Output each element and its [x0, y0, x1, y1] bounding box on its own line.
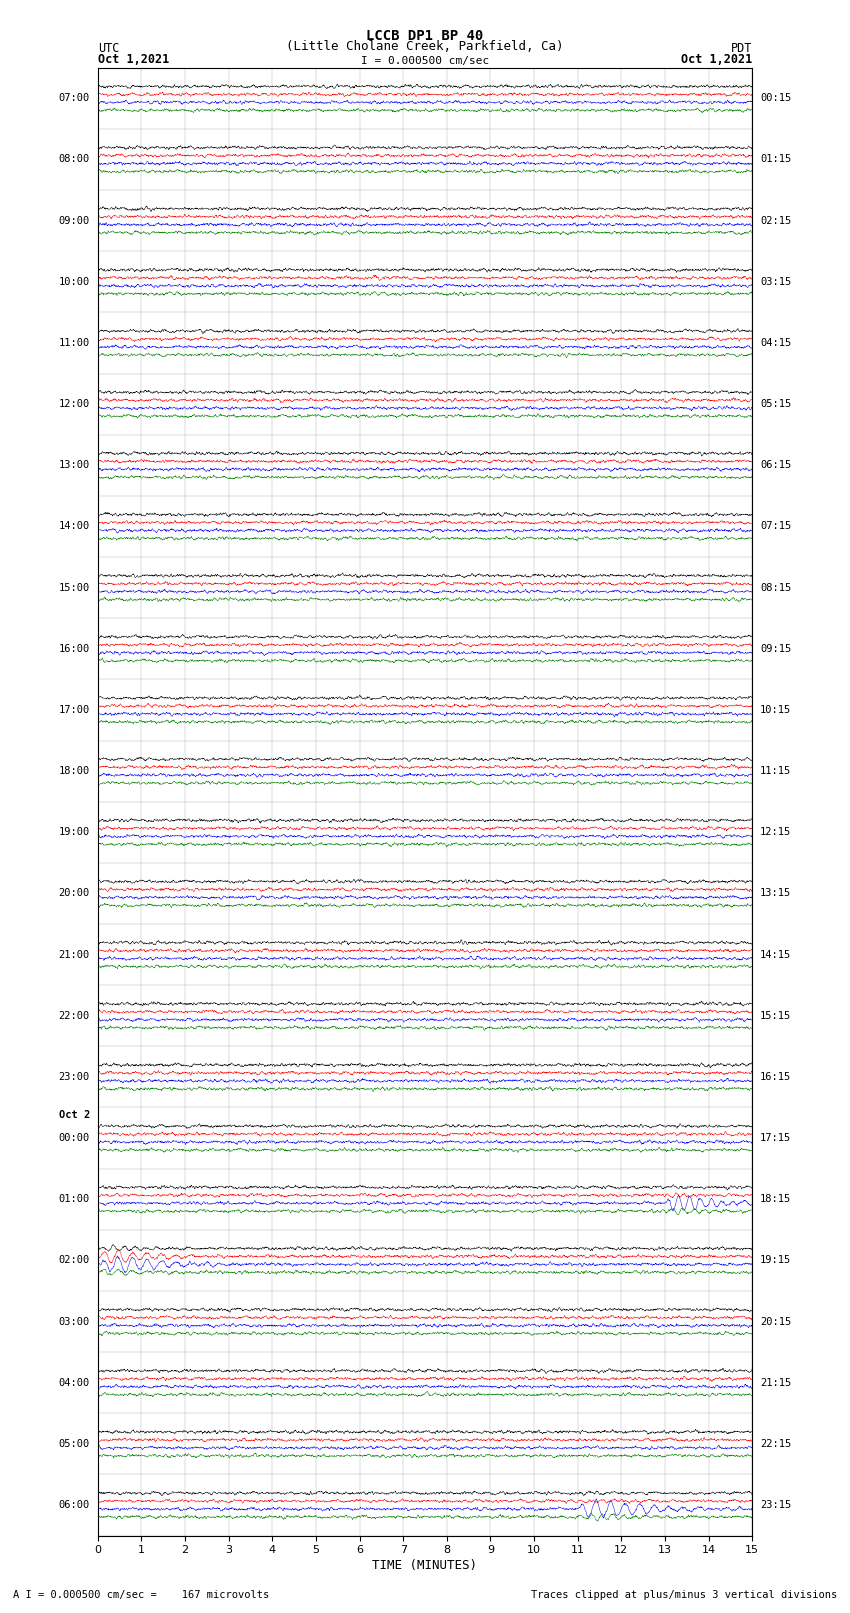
Text: 13:00: 13:00: [59, 460, 90, 471]
Text: 01:00: 01:00: [59, 1194, 90, 1205]
Text: 11:00: 11:00: [59, 339, 90, 348]
Text: 16:00: 16:00: [59, 644, 90, 653]
Text: 11:15: 11:15: [760, 766, 791, 776]
Text: Traces clipped at plus/minus 3 vertical divisions: Traces clipped at plus/minus 3 vertical …: [531, 1590, 837, 1600]
Text: 03:00: 03:00: [59, 1316, 90, 1326]
Text: 23:00: 23:00: [59, 1073, 90, 1082]
Text: 09:00: 09:00: [59, 216, 90, 226]
Text: 20:15: 20:15: [760, 1316, 791, 1326]
Text: 05:00: 05:00: [59, 1439, 90, 1448]
Text: 23:15: 23:15: [760, 1500, 791, 1510]
Text: 17:15: 17:15: [760, 1132, 791, 1144]
Text: 01:15: 01:15: [760, 155, 791, 165]
Text: I = 0.000500 cm/sec: I = 0.000500 cm/sec: [361, 56, 489, 66]
Text: 00:00: 00:00: [59, 1132, 90, 1144]
Text: 14:15: 14:15: [760, 950, 791, 960]
Text: 13:15: 13:15: [760, 889, 791, 898]
Text: 04:15: 04:15: [760, 339, 791, 348]
Text: 12:00: 12:00: [59, 398, 90, 410]
Text: 20:00: 20:00: [59, 889, 90, 898]
Text: 00:15: 00:15: [760, 94, 791, 103]
Text: 15:15: 15:15: [760, 1011, 791, 1021]
Text: 22:00: 22:00: [59, 1011, 90, 1021]
Text: 21:15: 21:15: [760, 1378, 791, 1387]
Text: LCCB DP1 BP 40: LCCB DP1 BP 40: [366, 29, 484, 44]
Text: 06:00: 06:00: [59, 1500, 90, 1510]
Text: 02:15: 02:15: [760, 216, 791, 226]
Text: 16:15: 16:15: [760, 1073, 791, 1082]
Text: 08:15: 08:15: [760, 582, 791, 592]
Text: 17:00: 17:00: [59, 705, 90, 715]
Text: 03:15: 03:15: [760, 277, 791, 287]
Text: 14:00: 14:00: [59, 521, 90, 531]
Text: UTC: UTC: [98, 42, 119, 55]
Text: 15:00: 15:00: [59, 582, 90, 592]
Text: 21:00: 21:00: [59, 950, 90, 960]
Text: 19:15: 19:15: [760, 1255, 791, 1265]
Text: 08:00: 08:00: [59, 155, 90, 165]
Text: 19:00: 19:00: [59, 827, 90, 837]
Text: 07:15: 07:15: [760, 521, 791, 531]
Text: 07:00: 07:00: [59, 94, 90, 103]
Text: Oct 1,2021: Oct 1,2021: [98, 53, 169, 66]
Text: Oct 1,2021: Oct 1,2021: [681, 53, 752, 66]
Text: 22:15: 22:15: [760, 1439, 791, 1448]
Text: A I = 0.000500 cm/sec =    167 microvolts: A I = 0.000500 cm/sec = 167 microvolts: [13, 1590, 269, 1600]
Text: 10:00: 10:00: [59, 277, 90, 287]
Text: 02:00: 02:00: [59, 1255, 90, 1265]
Text: 06:15: 06:15: [760, 460, 791, 471]
Text: PDT: PDT: [731, 42, 752, 55]
Text: 04:00: 04:00: [59, 1378, 90, 1387]
Text: 18:00: 18:00: [59, 766, 90, 776]
X-axis label: TIME (MINUTES): TIME (MINUTES): [372, 1560, 478, 1573]
Text: 12:15: 12:15: [760, 827, 791, 837]
Text: 05:15: 05:15: [760, 398, 791, 410]
Text: 09:15: 09:15: [760, 644, 791, 653]
Text: 10:15: 10:15: [760, 705, 791, 715]
Text: (Little Cholane Creek, Parkfield, Ca): (Little Cholane Creek, Parkfield, Ca): [286, 40, 564, 53]
Text: 18:15: 18:15: [760, 1194, 791, 1205]
Text: Oct 2: Oct 2: [59, 1110, 90, 1119]
